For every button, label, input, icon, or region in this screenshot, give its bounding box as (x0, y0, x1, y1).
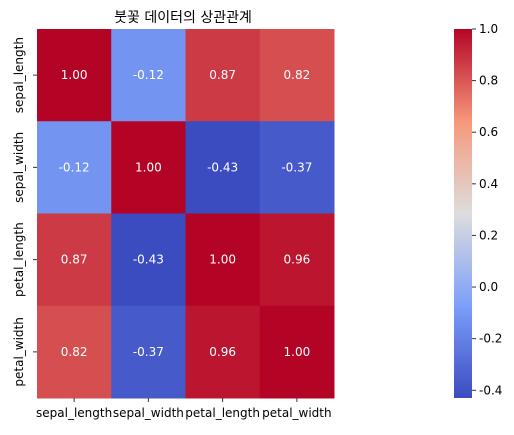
heatmap-cell (37, 213, 112, 307)
heatmap-cell (37, 121, 112, 214)
cell-value-label: -0.43 (133, 253, 164, 267)
heatmap-cell (259, 213, 335, 307)
cell-value-label: 0.87 (61, 253, 88, 267)
cell-value-label: 1.00 (284, 345, 311, 359)
cell-value-label: -0.12 (133, 68, 164, 82)
heatmap-cell (37, 29, 112, 122)
colorbar-tick-label: 0.8 (479, 74, 498, 88)
x-tick-label: petal_length (185, 406, 260, 420)
heatmap-cell (185, 121, 261, 214)
heatmap-cell (111, 29, 186, 122)
colorbar-tick-label: -0.2 (479, 332, 502, 346)
y-tick-label: petal_length (12, 222, 26, 297)
x-tick-label: sepal_length (36, 406, 112, 420)
cell-value-label: 1.00 (209, 253, 236, 267)
heatmap-cell (37, 305, 112, 399)
heatmap-cell (185, 305, 261, 399)
y-tick-label: sepal_width (12, 132, 26, 203)
cell-value-label: 0.96 (284, 253, 311, 267)
cell-value-label: -0.12 (59, 160, 90, 174)
colorbar-tick-label: -0.4 (479, 383, 502, 397)
cell-value-label: -0.37 (281, 160, 312, 174)
cell-value-label: 0.87 (209, 68, 236, 82)
chart-title: 붓꽃 데이터의 상관관계 (114, 10, 252, 26)
heatmap-cell (111, 305, 186, 399)
colorbar-tick-label: 0.0 (479, 280, 498, 294)
x-tick-label: petal_width (262, 406, 331, 420)
heatmap-cells (37, 29, 335, 399)
cell-value-label: -0.43 (207, 160, 238, 174)
cell-value-label: -0.37 (133, 345, 164, 359)
heatmap-cell (259, 29, 335, 122)
colorbar-tick-label: 0.6 (479, 125, 498, 139)
y-tick-label: sepal_length (12, 37, 26, 113)
heatmap-cell (185, 213, 261, 307)
colorbar-gradient (454, 29, 472, 398)
y-tick-label: petal_width (12, 317, 26, 386)
colorbar-tick-label: 0.2 (479, 228, 498, 242)
x-tick-label: sepal_width (113, 406, 184, 420)
cell-value-label: 0.96 (209, 345, 236, 359)
cell-value-label: 1.00 (135, 160, 162, 174)
heatmap-cell (259, 121, 335, 214)
heatmap-cell (111, 121, 186, 214)
x-tick-labels: sepal_length sepal_width petal_length petal… (36, 398, 332, 420)
cell-value-label: 0.82 (284, 68, 311, 82)
cell-annotations: 1.00 -0.12 0.87 0.82 -0.12 1.00 -0.43 -0.37 0.87… (59, 68, 313, 359)
cell-value-label: 1.00 (61, 68, 88, 82)
heatmap-cell (259, 305, 335, 399)
colorbar-tick-label: 1.0 (479, 22, 498, 36)
colorbar-tick-label: 0.4 (479, 177, 498, 191)
heatmap-cell (111, 213, 186, 307)
cell-value-label: 0.82 (61, 345, 88, 359)
y-tick-labels: sepal_length sepal_width petal_lengthpetal… (12, 37, 37, 387)
heatmap-cell (185, 29, 261, 122)
colorbar: 1.0 0.8 0.6 0.4 0.2 0.0 -0.2 -0.4 (454, 22, 502, 398)
